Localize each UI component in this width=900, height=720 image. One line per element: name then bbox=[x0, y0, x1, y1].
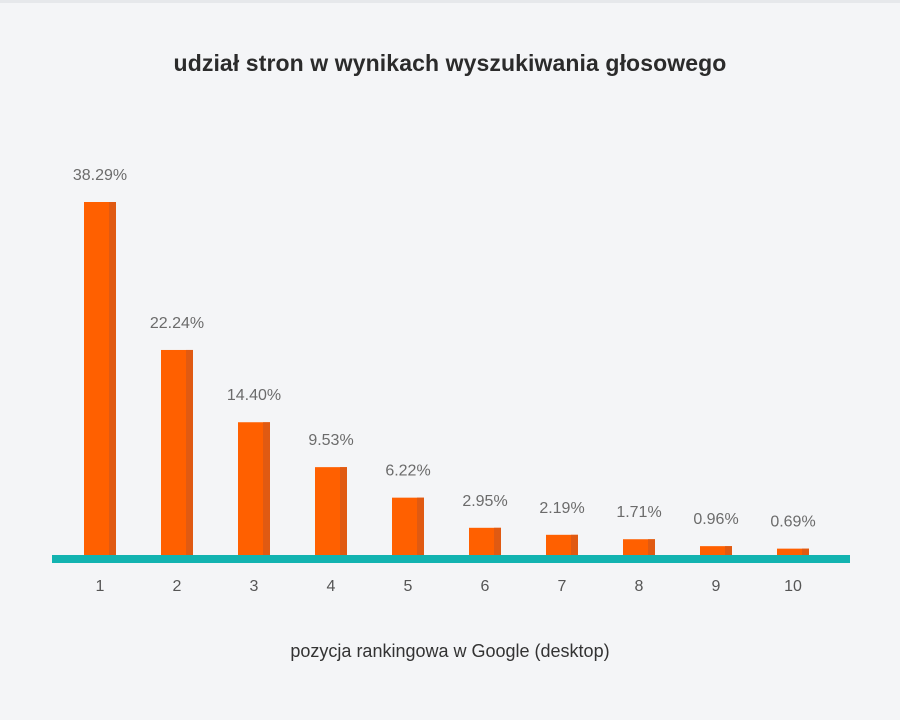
x-tick-1: 1 bbox=[96, 578, 105, 595]
bar-9 bbox=[700, 546, 732, 555]
data-label-10: 0.69% bbox=[770, 514, 815, 531]
x-tick-8: 8 bbox=[635, 578, 644, 595]
data-label-8: 1.71% bbox=[616, 504, 661, 521]
bar-1 bbox=[84, 202, 116, 555]
x-tick-4: 4 bbox=[327, 578, 336, 595]
bar-chart: 38.29% 1 22.24% 2 14.40% 3 9.53% 4 6.22% 5 2.95% 6 2… bbox=[52, 167, 850, 595]
bar-shade bbox=[494, 527, 501, 555]
bar-shade bbox=[417, 497, 424, 555]
x-tick-3: 3 bbox=[250, 578, 259, 595]
bar-6 bbox=[469, 527, 501, 555]
x-tick-2: 2 bbox=[173, 578, 182, 595]
data-label-5: 6.22% bbox=[385, 463, 430, 480]
data-label-6: 2.95% bbox=[462, 493, 507, 510]
bar-shade bbox=[571, 534, 578, 555]
bar-shade bbox=[340, 467, 347, 555]
bar-4 bbox=[315, 467, 347, 555]
bar-shade bbox=[109, 202, 116, 555]
x-tick-6: 6 bbox=[481, 578, 490, 595]
bar-3 bbox=[238, 422, 270, 555]
data-label-7: 2.19% bbox=[539, 500, 584, 517]
bar-8 bbox=[623, 539, 655, 555]
x-axis-label: pozycja rankingowa w Google (desktop) bbox=[290, 641, 610, 661]
bar-rect bbox=[623, 539, 655, 555]
bar-7 bbox=[546, 534, 578, 555]
data-label-9: 0.96% bbox=[693, 511, 738, 528]
bar-shade bbox=[186, 349, 193, 555]
data-label-3: 14.40% bbox=[227, 387, 281, 404]
bar-2 bbox=[161, 349, 193, 555]
x-tick-9: 9 bbox=[712, 578, 721, 595]
data-label-4: 9.53% bbox=[308, 432, 353, 449]
bar-shade bbox=[802, 548, 809, 555]
bar-shade bbox=[263, 422, 270, 555]
bar-rect bbox=[546, 534, 578, 555]
bar-shade bbox=[648, 539, 655, 555]
bar-10 bbox=[777, 548, 809, 555]
data-label-1: 38.29% bbox=[73, 167, 127, 184]
x-tick-7: 7 bbox=[558, 578, 567, 595]
x-tick-5: 5 bbox=[404, 578, 413, 595]
x-tick-10: 10 bbox=[784, 578, 802, 595]
data-label-2: 22.24% bbox=[150, 315, 204, 332]
x-axis-baseline bbox=[52, 555, 850, 563]
chart-title: udział stron w wynikach wyszukiwania gło… bbox=[173, 50, 727, 76]
bar-5 bbox=[392, 497, 424, 555]
bar-shade bbox=[725, 546, 732, 555]
bar-rect bbox=[700, 546, 732, 555]
bar-rect bbox=[777, 548, 809, 555]
